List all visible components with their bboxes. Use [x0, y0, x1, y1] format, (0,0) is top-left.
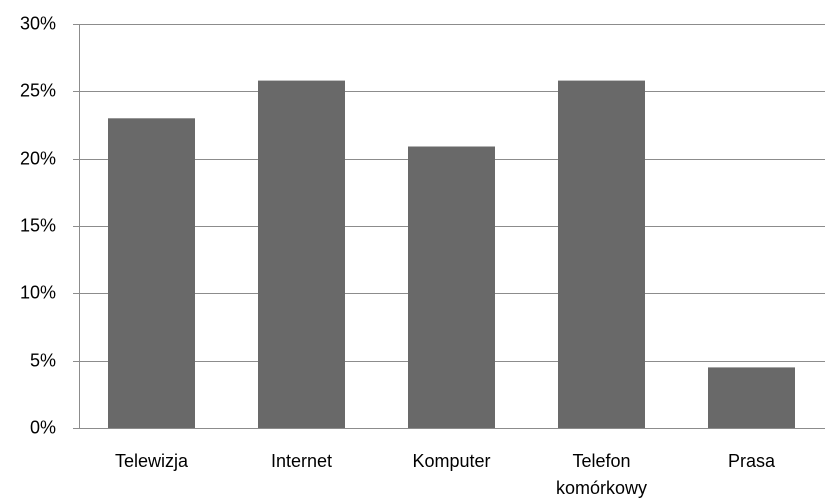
category-labels: Telewizja Internet Komputer Telefon komórkow…: [115, 451, 776, 498]
y-tick-label: 15%: [20, 215, 56, 235]
axes: [73, 24, 825, 429]
x-tick-label: Internet: [271, 451, 332, 471]
x-tick-label: komórkowy: [556, 478, 647, 498]
x-tick-label: Komputer: [412, 451, 490, 471]
y-tick-label: 30%: [20, 13, 56, 33]
bars: [108, 80, 795, 429]
y-tick-label: 25%: [20, 80, 56, 100]
y-tick-label: 10%: [20, 282, 56, 302]
x-tick-label: Telefon: [572, 451, 630, 471]
y-tick-label: 5%: [30, 350, 56, 370]
y-tick-label: 0%: [30, 417, 56, 437]
y-tick-label: 20%: [20, 148, 56, 168]
bar: [408, 146, 495, 428]
bar: [258, 80, 345, 428]
x-tick-label: Telewizja: [115, 451, 189, 471]
bar: [558, 80, 645, 428]
bar: [708, 367, 795, 428]
y-tick-labels: 0% 5% 10% 15% 20% 25% 30%: [20, 13, 56, 437]
x-tick-label: Prasa: [728, 451, 776, 471]
bar: [108, 118, 195, 429]
